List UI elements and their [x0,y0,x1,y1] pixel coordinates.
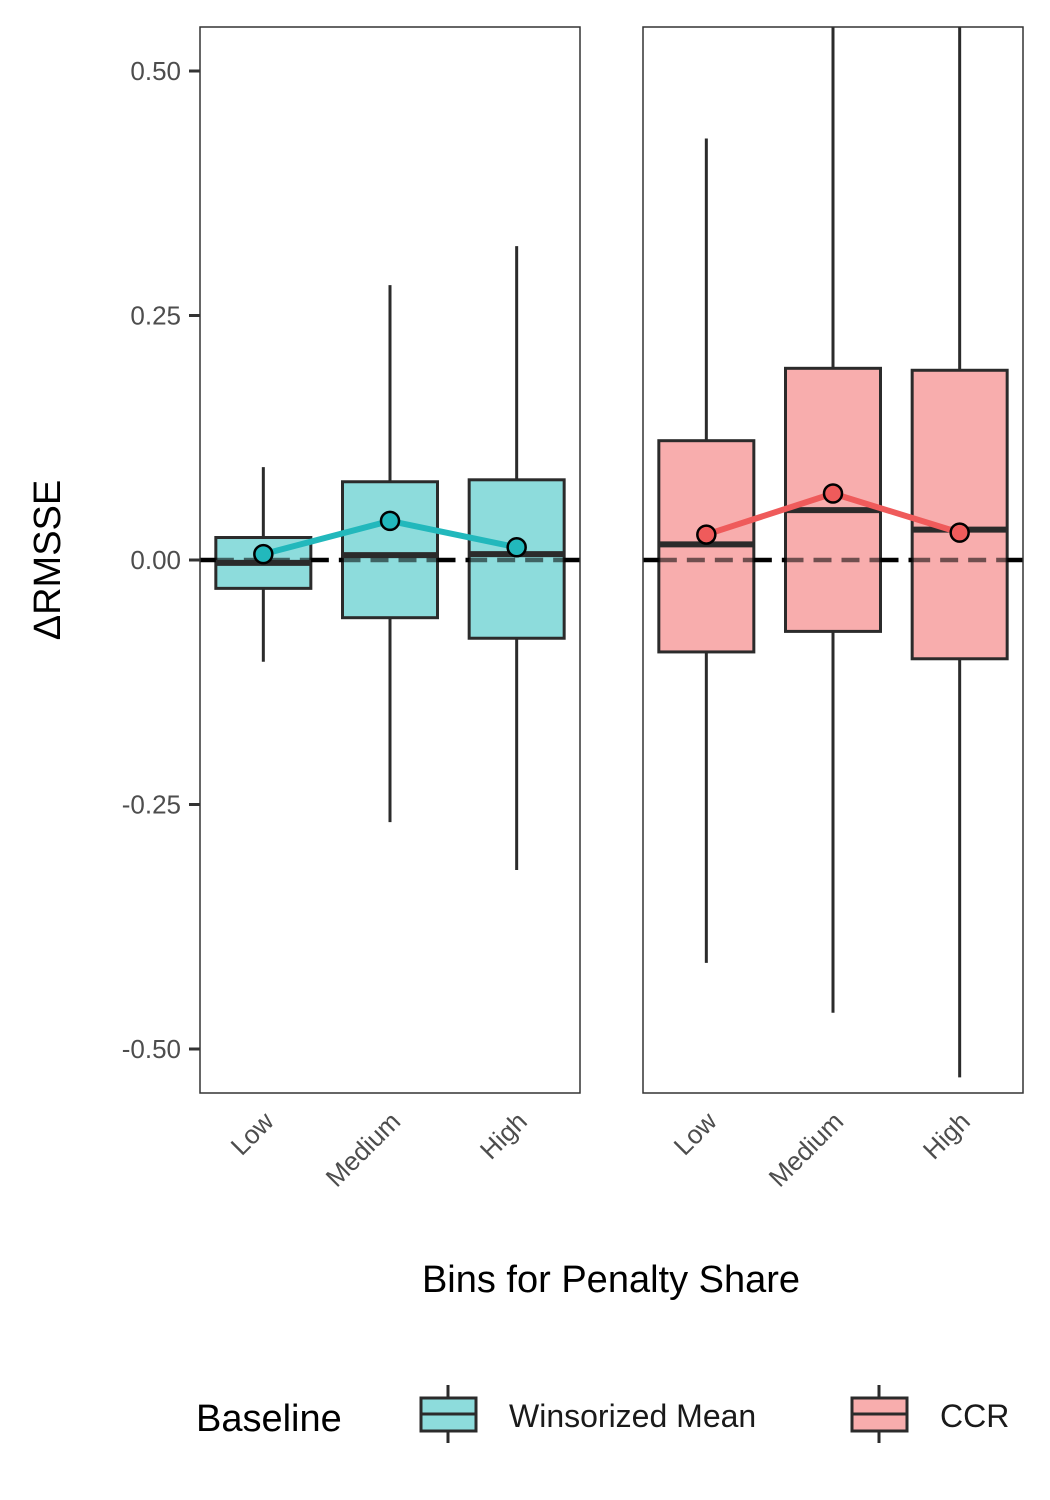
panel-ccr [642,26,1024,1094]
y-tick-label: 0.25 [130,301,181,331]
mean-point-high [506,537,527,558]
box-high [910,368,1009,661]
x-tick-label-medium: Medium [320,1106,407,1193]
x-tick-label-medium: Medium [763,1106,850,1193]
mean-point-low [253,543,274,565]
panel-content [200,246,580,871]
mean-point-medium [822,483,844,504]
legend-title: Baseline [196,1398,342,1440]
panel-border [642,26,1024,1094]
mean-point-medium [379,510,401,532]
y-tick-label: 0.50 [130,56,181,86]
legend: Baseline Winsorized Mean CCR [196,1385,1009,1443]
legend-key-ccr [850,1385,909,1443]
y-axis: 0.50 0.25 0.00 -0.25 -0.50 [122,56,200,1064]
y-tick-label: -0.50 [122,1034,181,1064]
x-axis-title: Bins for Penalty Share [422,1259,800,1301]
y-tick-label: -0.25 [122,789,181,819]
y-tick-label: 0.00 [130,545,181,575]
panel-winsorized-mean [199,26,581,1094]
mean-point-high [949,522,970,543]
legend-label-ccr: CCR [940,1398,1009,1434]
x-tick-label-high: High [917,1106,976,1165]
x-tick-label-low: Low [668,1106,723,1161]
y-axis-title: ΔRMSSE [27,480,69,641]
panel-content [643,27,1023,1078]
box-medium [341,480,439,620]
mean-point-low [696,524,717,545]
x-axis: Low Medium High Low Medium High [225,1106,976,1193]
x-tick-label-low: Low [225,1106,280,1161]
legend-key-winsorized-mean [419,1385,478,1443]
x-tick-label-high: High [474,1106,533,1165]
legend-label-winsorized-mean: Winsorized Mean [509,1398,756,1434]
